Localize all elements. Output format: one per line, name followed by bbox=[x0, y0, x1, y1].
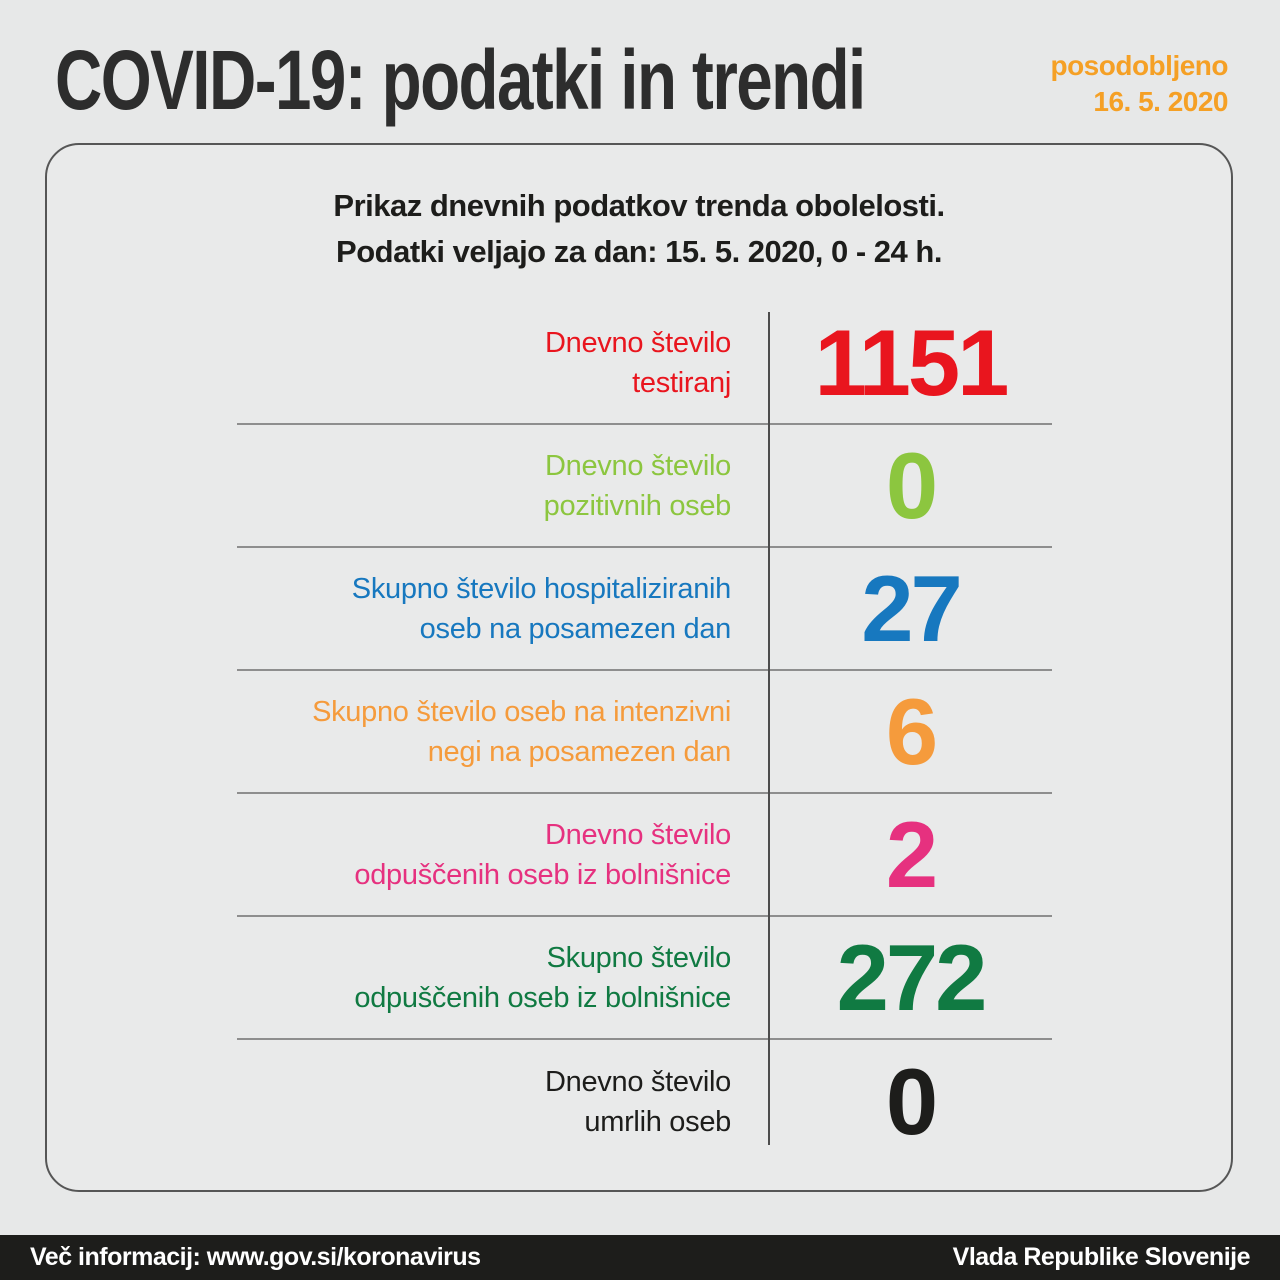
stat-value: 0 bbox=[885, 1048, 938, 1154]
stat-label-line1: Skupno število bbox=[546, 941, 732, 974]
stat-label-line2: odpuščenih oseb iz bolnišnice bbox=[354, 858, 731, 891]
stat-row: Dnevno število odpuščenih oseb iz bolniš… bbox=[237, 794, 1052, 917]
stat-label-line2: umrlih oseb bbox=[584, 1105, 731, 1138]
stat-value: 2 bbox=[885, 801, 938, 907]
updated-stamp: posodobljeno 16. 5. 2020 bbox=[1050, 48, 1228, 120]
stats-card: Prikaz dnevnih podatkov trenda obolelost… bbox=[45, 143, 1233, 1192]
stat-label-line1: Dnevno število bbox=[544, 326, 731, 359]
stat-label-line1: Skupno število hospitaliziranih bbox=[351, 572, 732, 605]
stat-label: Skupno število odpuščenih oseb iz bolniš… bbox=[237, 938, 769, 1018]
stat-value: 6 bbox=[885, 678, 938, 784]
stat-label: Skupno število oseb na intenzivni negi n… bbox=[237, 692, 769, 772]
stat-row: Skupno število oseb na intenzivni negi n… bbox=[237, 671, 1052, 794]
stat-label-line1: Dnevno število bbox=[544, 449, 731, 482]
stat-label-line1: Dnevno število bbox=[544, 1065, 731, 1098]
stat-row: Skupno število hospitaliziranih oseb na … bbox=[237, 548, 1052, 671]
page-title: COVID-19: podatki in trendi bbox=[55, 33, 866, 127]
stat-label-line2: odpuščenih oseb iz bolnišnice bbox=[354, 981, 731, 1014]
stat-label-line1: Dnevno število bbox=[544, 818, 731, 851]
stat-row: Dnevno število umrlih oseb 0 bbox=[237, 1040, 1052, 1163]
stat-value: 272 bbox=[836, 924, 988, 1030]
footer-government: Vlada Republike Slovenije bbox=[952, 1243, 1251, 1271]
stat-row: Skupno število odpuščenih oseb iz bolniš… bbox=[237, 917, 1052, 1040]
card-header-line2: Podatki veljajo za dan: 15. 5. 2020, 0 -… bbox=[336, 234, 942, 269]
stat-label-line2: negi na posamezen dan bbox=[427, 735, 732, 768]
updated-date: 16. 5. 2020 bbox=[1093, 86, 1228, 117]
card-header: Prikaz dnevnih podatkov trenda obolelost… bbox=[47, 183, 1231, 275]
stats-rows: Dnevno število testiranj 1151 Dnevno šte… bbox=[237, 302, 1052, 1163]
stat-row: Dnevno število pozitivnih oseb 0 bbox=[237, 425, 1052, 548]
footer-more-info: Več informacij: www.gov.si/koronavirus bbox=[30, 1243, 481, 1271]
stat-value: 0 bbox=[885, 432, 938, 538]
stat-label-line2: oseb na posamezen dan bbox=[419, 612, 732, 645]
stat-label: Dnevno število pozitivnih oseb bbox=[237, 446, 769, 526]
stat-label-line2: testiranj bbox=[632, 366, 731, 399]
footer-bar: Več informacij: www.gov.si/koronavirus V… bbox=[0, 1235, 1280, 1280]
stat-value: 1151 bbox=[814, 309, 1010, 415]
stat-row: Dnevno število testiranj 1151 bbox=[237, 302, 1052, 425]
column-divider-line bbox=[768, 312, 770, 1145]
stat-label: Dnevno število testiranj bbox=[237, 323, 769, 403]
stat-label-line1: Skupno število oseb na intenzivni bbox=[312, 695, 731, 728]
stat-label: Skupno število hospitaliziranih oseb na … bbox=[237, 569, 769, 649]
stat-value: 27 bbox=[861, 555, 963, 661]
stat-label: Dnevno število odpuščenih oseb iz bolniš… bbox=[237, 815, 769, 895]
updated-label: posodobljeno bbox=[1050, 50, 1228, 81]
card-header-line1: Prikaz dnevnih podatkov trenda obolelost… bbox=[333, 188, 945, 223]
stat-label-line2: pozitivnih oseb bbox=[543, 489, 732, 522]
stat-label: Dnevno število umrlih oseb bbox=[237, 1062, 769, 1142]
